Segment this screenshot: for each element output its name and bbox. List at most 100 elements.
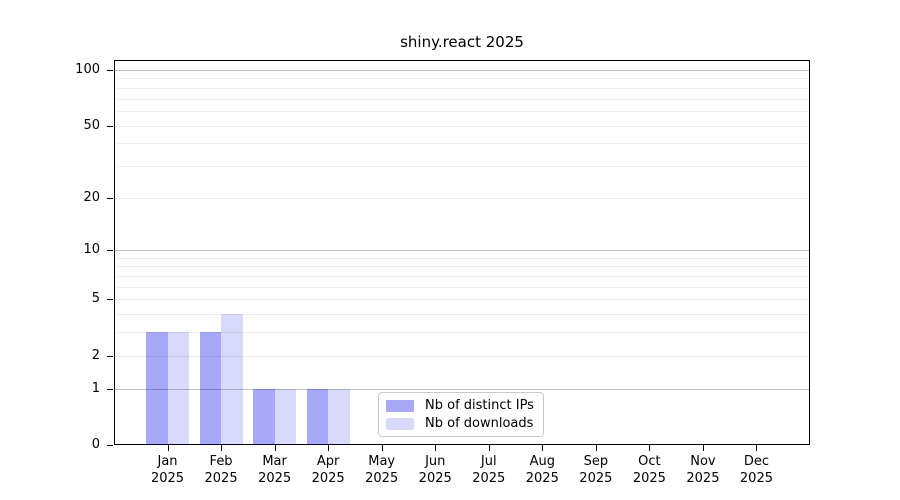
y-tick-label: 2 (91, 347, 100, 363)
x-tick (435, 445, 437, 451)
x-tick-label-line: 2025 (525, 471, 559, 486)
x-tick-label: Oct 2025 (606, 453, 692, 487)
x-tick-label: Dec 2025 (713, 453, 799, 487)
y-tick-label: 10 (83, 242, 100, 258)
x-tick-label-line: 2025 (418, 471, 452, 486)
y-tick (107, 299, 113, 301)
x-tick (649, 445, 651, 451)
x-tick (542, 445, 544, 451)
bar (146, 332, 168, 445)
y-tick (107, 388, 113, 390)
x-tick-label-line: Jun (425, 454, 446, 469)
x-tick (221, 445, 223, 451)
x-tick (274, 445, 276, 451)
x-tick (328, 445, 330, 451)
legend: Nb of distinct IPs Nb of downloads (378, 392, 544, 437)
x-tick-label: Mar 2025 (232, 453, 318, 487)
x-tick-label-line: 2025 (579, 471, 613, 486)
y-tick (107, 250, 113, 252)
y-tick-label: 100 (75, 62, 100, 77)
x-tick-label: Jul 2025 (446, 453, 532, 487)
x-tick-label-line: Dec (743, 454, 770, 469)
bar (221, 314, 243, 445)
plot-area (114, 60, 810, 445)
x-tick-label: Nov 2025 (660, 453, 746, 487)
gridline (115, 143, 809, 145)
gridline (115, 314, 809, 316)
y-tick-label: 5 (91, 291, 100, 307)
x-tick (756, 445, 758, 451)
x-tick-label-line: Jul (480, 454, 497, 469)
x-tick-label-line: Mar (262, 454, 287, 469)
y-tick (107, 197, 113, 199)
x-tick (702, 445, 704, 451)
gridline (115, 276, 809, 278)
x-tick-label-line: 2025 (204, 471, 238, 486)
x-tick-label: Sep 2025 (553, 453, 639, 487)
x-tick-label: Apr 2025 (285, 453, 371, 487)
legend-entry-downloads: Nb of downloads (386, 416, 543, 431)
gridline (115, 98, 809, 100)
x-tick-label-line: 2025 (150, 471, 185, 486)
y-tick (107, 355, 113, 357)
x-tick-label-line: 2025 (632, 471, 666, 486)
x-tick-label: Jan 2025 (125, 453, 211, 487)
x-tick (167, 445, 169, 451)
legend-label-downloads: Nb of downloads (425, 416, 534, 431)
x-tick (595, 445, 597, 451)
x-tick-label-line: Aug (529, 454, 555, 469)
x-tick-label: Aug 2025 (499, 453, 585, 487)
x-tick-label-line: Feb (209, 454, 233, 469)
gridline (115, 332, 809, 334)
gridline (115, 197, 809, 199)
legend-entry-distinct-ips: Nb of distinct IPs (386, 398, 543, 413)
x-tick-label: Jun 2025 (392, 453, 478, 487)
x-tick-label-line: 2025 (311, 471, 345, 486)
y-tick-label: 1 (91, 380, 100, 396)
gridline (115, 388, 809, 390)
gridline (115, 266, 809, 268)
y-tick-label: 0 (91, 437, 100, 452)
x-tick-label-line: 2025 (739, 471, 773, 486)
bar (328, 388, 350, 445)
y-tick-label: 20 (83, 189, 100, 205)
gridline (115, 250, 809, 252)
y-tick-label: 50 (83, 117, 100, 133)
legend-swatch-distinct-ips (386, 399, 414, 412)
gridline (115, 355, 809, 357)
bar (274, 388, 297, 445)
bar (167, 332, 190, 445)
x-tick-label-line: Oct (638, 454, 661, 469)
x-tick-label-line: 2025 (258, 471, 292, 486)
gridline (115, 299, 809, 301)
x-tick-label-line: 2025 (365, 471, 399, 486)
x-tick-label: Feb 2025 (178, 453, 264, 487)
gridline (115, 286, 809, 288)
bar (199, 332, 222, 445)
x-tick-label-line: Jan (157, 454, 178, 469)
bar (253, 388, 275, 445)
x-tick-label-line: May (368, 454, 396, 469)
x-tick-label: May 2025 (339, 453, 425, 487)
y-tick (107, 445, 113, 446)
x-tick-label-line: Apr (316, 454, 340, 469)
x-tick-label-line: 2025 (472, 471, 506, 486)
gridline (115, 257, 809, 259)
gridline (115, 165, 809, 167)
x-tick (381, 445, 383, 451)
x-tick-label-line: Sep (583, 454, 609, 469)
y-tick (107, 125, 113, 127)
legend-swatch-downloads (386, 417, 414, 430)
x-tick (488, 445, 490, 451)
gridline (115, 125, 809, 127)
gridline (115, 110, 809, 112)
gridline (115, 78, 809, 80)
gridline (115, 87, 809, 89)
gridline (115, 70, 809, 71)
bar (306, 388, 329, 445)
x-tick-label-line: Nov (690, 454, 716, 469)
y-tick (107, 70, 113, 71)
legend-label-distinct-ips: Nb of distinct IPs (425, 398, 534, 413)
x-tick-label-line: 2025 (686, 471, 720, 486)
